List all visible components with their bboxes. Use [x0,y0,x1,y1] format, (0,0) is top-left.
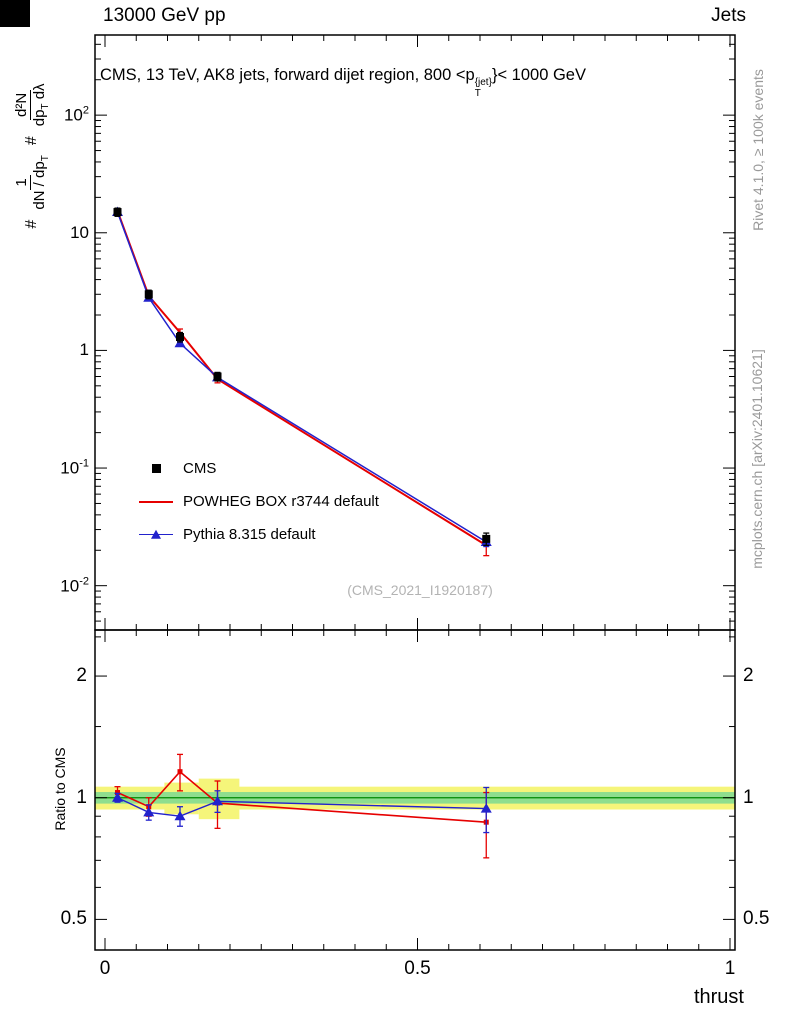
plot-title-text: CMS, 13 TeV, AK8 jets, forward dijet reg… [100,66,475,84]
series-pythia-ratio [112,786,492,834]
legend-item-powheg: POWHEG BOX r3744 default [133,485,379,518]
ylabel-fraction-1: 1 dN / dpT [12,155,51,210]
plot-title-suffix: }< 1000 GeV [491,66,586,84]
legend-label-powheg: POWHEG BOX r3744 default [183,493,379,510]
mcplots-reference-note: mcplots.cern.ch [arXiv:2401.10621] [749,349,765,569]
tick-label: 10-1 [60,457,89,478]
powheg-line-marker-icon [133,492,179,512]
plot-frames [94,34,736,951]
axis-ticks [95,35,735,950]
x-axis-title: thrust [693,986,744,1008]
main-y-axis-label: # 1 dN / dpT # d²N dpT dλ [4,5,60,305]
legend: CMS POWHEG BOX r3744 default Pythia 8.31… [133,452,379,551]
legend-item-pythia: Pythia 8.315 default [133,518,379,551]
tick-label: 1 [724,958,736,979]
analysis-group-label: Jets [711,5,746,26]
ylabel-fraction-2: d²N dpT dλ [12,83,51,127]
corner-square [0,0,30,27]
tick-label: 0.5 [743,908,770,930]
legend-label-pythia: Pythia 8.315 default [183,526,316,543]
analysis-id-watermark: (CMS_2021_I1920187) [347,582,493,598]
tick-label: 0.5 [404,958,431,979]
series-cms-main [113,207,491,547]
tick-label: 1 [79,340,89,360]
ylabel-hash-1: # [23,219,40,229]
tick-label: 0 [99,958,111,979]
ratio-y-axis-label: Ratio to CMS [52,747,68,831]
legend-item-cms: CMS [133,452,379,485]
beam-energy-label: 13000 GeV pp [103,5,226,26]
ratio-uncertainty-bands [95,778,735,820]
tick-label: 10-2 [60,575,89,595]
ylabel-hash-2: # [23,136,40,146]
rivet-version-note: Rivet 4.1.0, ≥ 100k events [750,69,766,231]
pt-jet-supsub: {jet} T [474,77,492,99]
tick-label: 1 [743,786,754,808]
legend-label-cms: CMS [183,460,217,477]
tick-label: 1 [76,786,87,808]
tick-label: 0.5 [60,908,87,930]
tick-label: 10 [70,222,89,242]
plot-title: CMS, 13 TeV, AK8 jets, forward dijet reg… [100,66,586,99]
tick-label: 2 [76,665,87,687]
cms-square-marker-icon [133,459,179,479]
pythia-triangle-marker-icon [133,525,179,545]
tick-label: 102 [63,104,89,125]
tick-label: 2 [743,665,754,687]
